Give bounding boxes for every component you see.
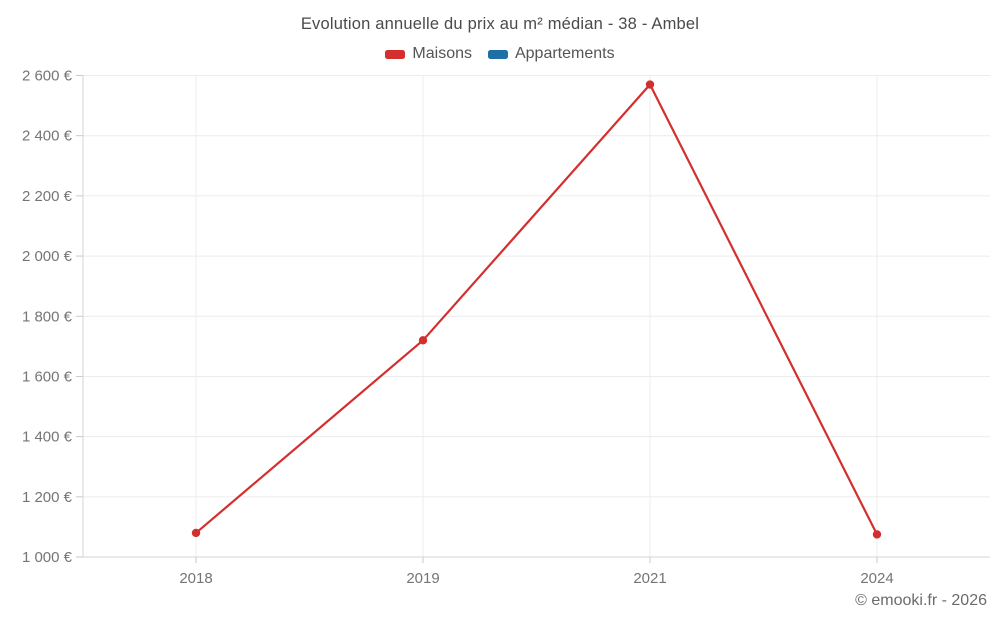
legend-item-appartements[interactable]: Appartements	[487, 45, 615, 63]
data-point-maisons-2018[interactable]	[191, 528, 201, 538]
series-line-maisons	[194, 83, 879, 536]
data-point-maisons-2019[interactable]	[418, 336, 428, 345]
x-axis-label: 2018	[179, 570, 212, 587]
y-axis-label: 1 800 €	[22, 308, 73, 325]
y-axis-label: 1 400 €	[22, 429, 73, 446]
y-axis-label: 2 400 €	[22, 128, 73, 145]
y-axis-label: 1 600 €	[22, 368, 73, 385]
copyright-text: © emooki.fr - 2026	[855, 592, 987, 609]
y-axis-label: 2 600 €	[22, 68, 73, 85]
y-axis-label: 1 200 €	[22, 489, 73, 506]
y-axis-label: 2 200 €	[22, 188, 73, 205]
x-axis-label: 2024	[860, 570, 893, 587]
x-axis-label: 2021	[633, 570, 666, 587]
data-point-maisons-2021[interactable]	[645, 80, 655, 89]
legend-label: Maisons	[412, 45, 472, 62]
legend-item-maisons[interactable]: Maisons	[385, 45, 472, 63]
data-point-maisons-2024[interactable]	[872, 530, 882, 539]
legend-swatch-appartements	[487, 49, 508, 59]
x-axis-label: 2019	[406, 570, 439, 587]
chart-title: Evolution annuelle du prix au m² médian …	[300, 15, 700, 33]
legend-label: Appartements	[514, 45, 615, 62]
y-axis-label: 2 000 €	[22, 248, 73, 265]
chart-legend: Maisons Appartements	[0, 45, 1000, 63]
y-axis-label: 1 000 €	[22, 549, 73, 566]
legend-swatch-maisons	[385, 49, 406, 59]
